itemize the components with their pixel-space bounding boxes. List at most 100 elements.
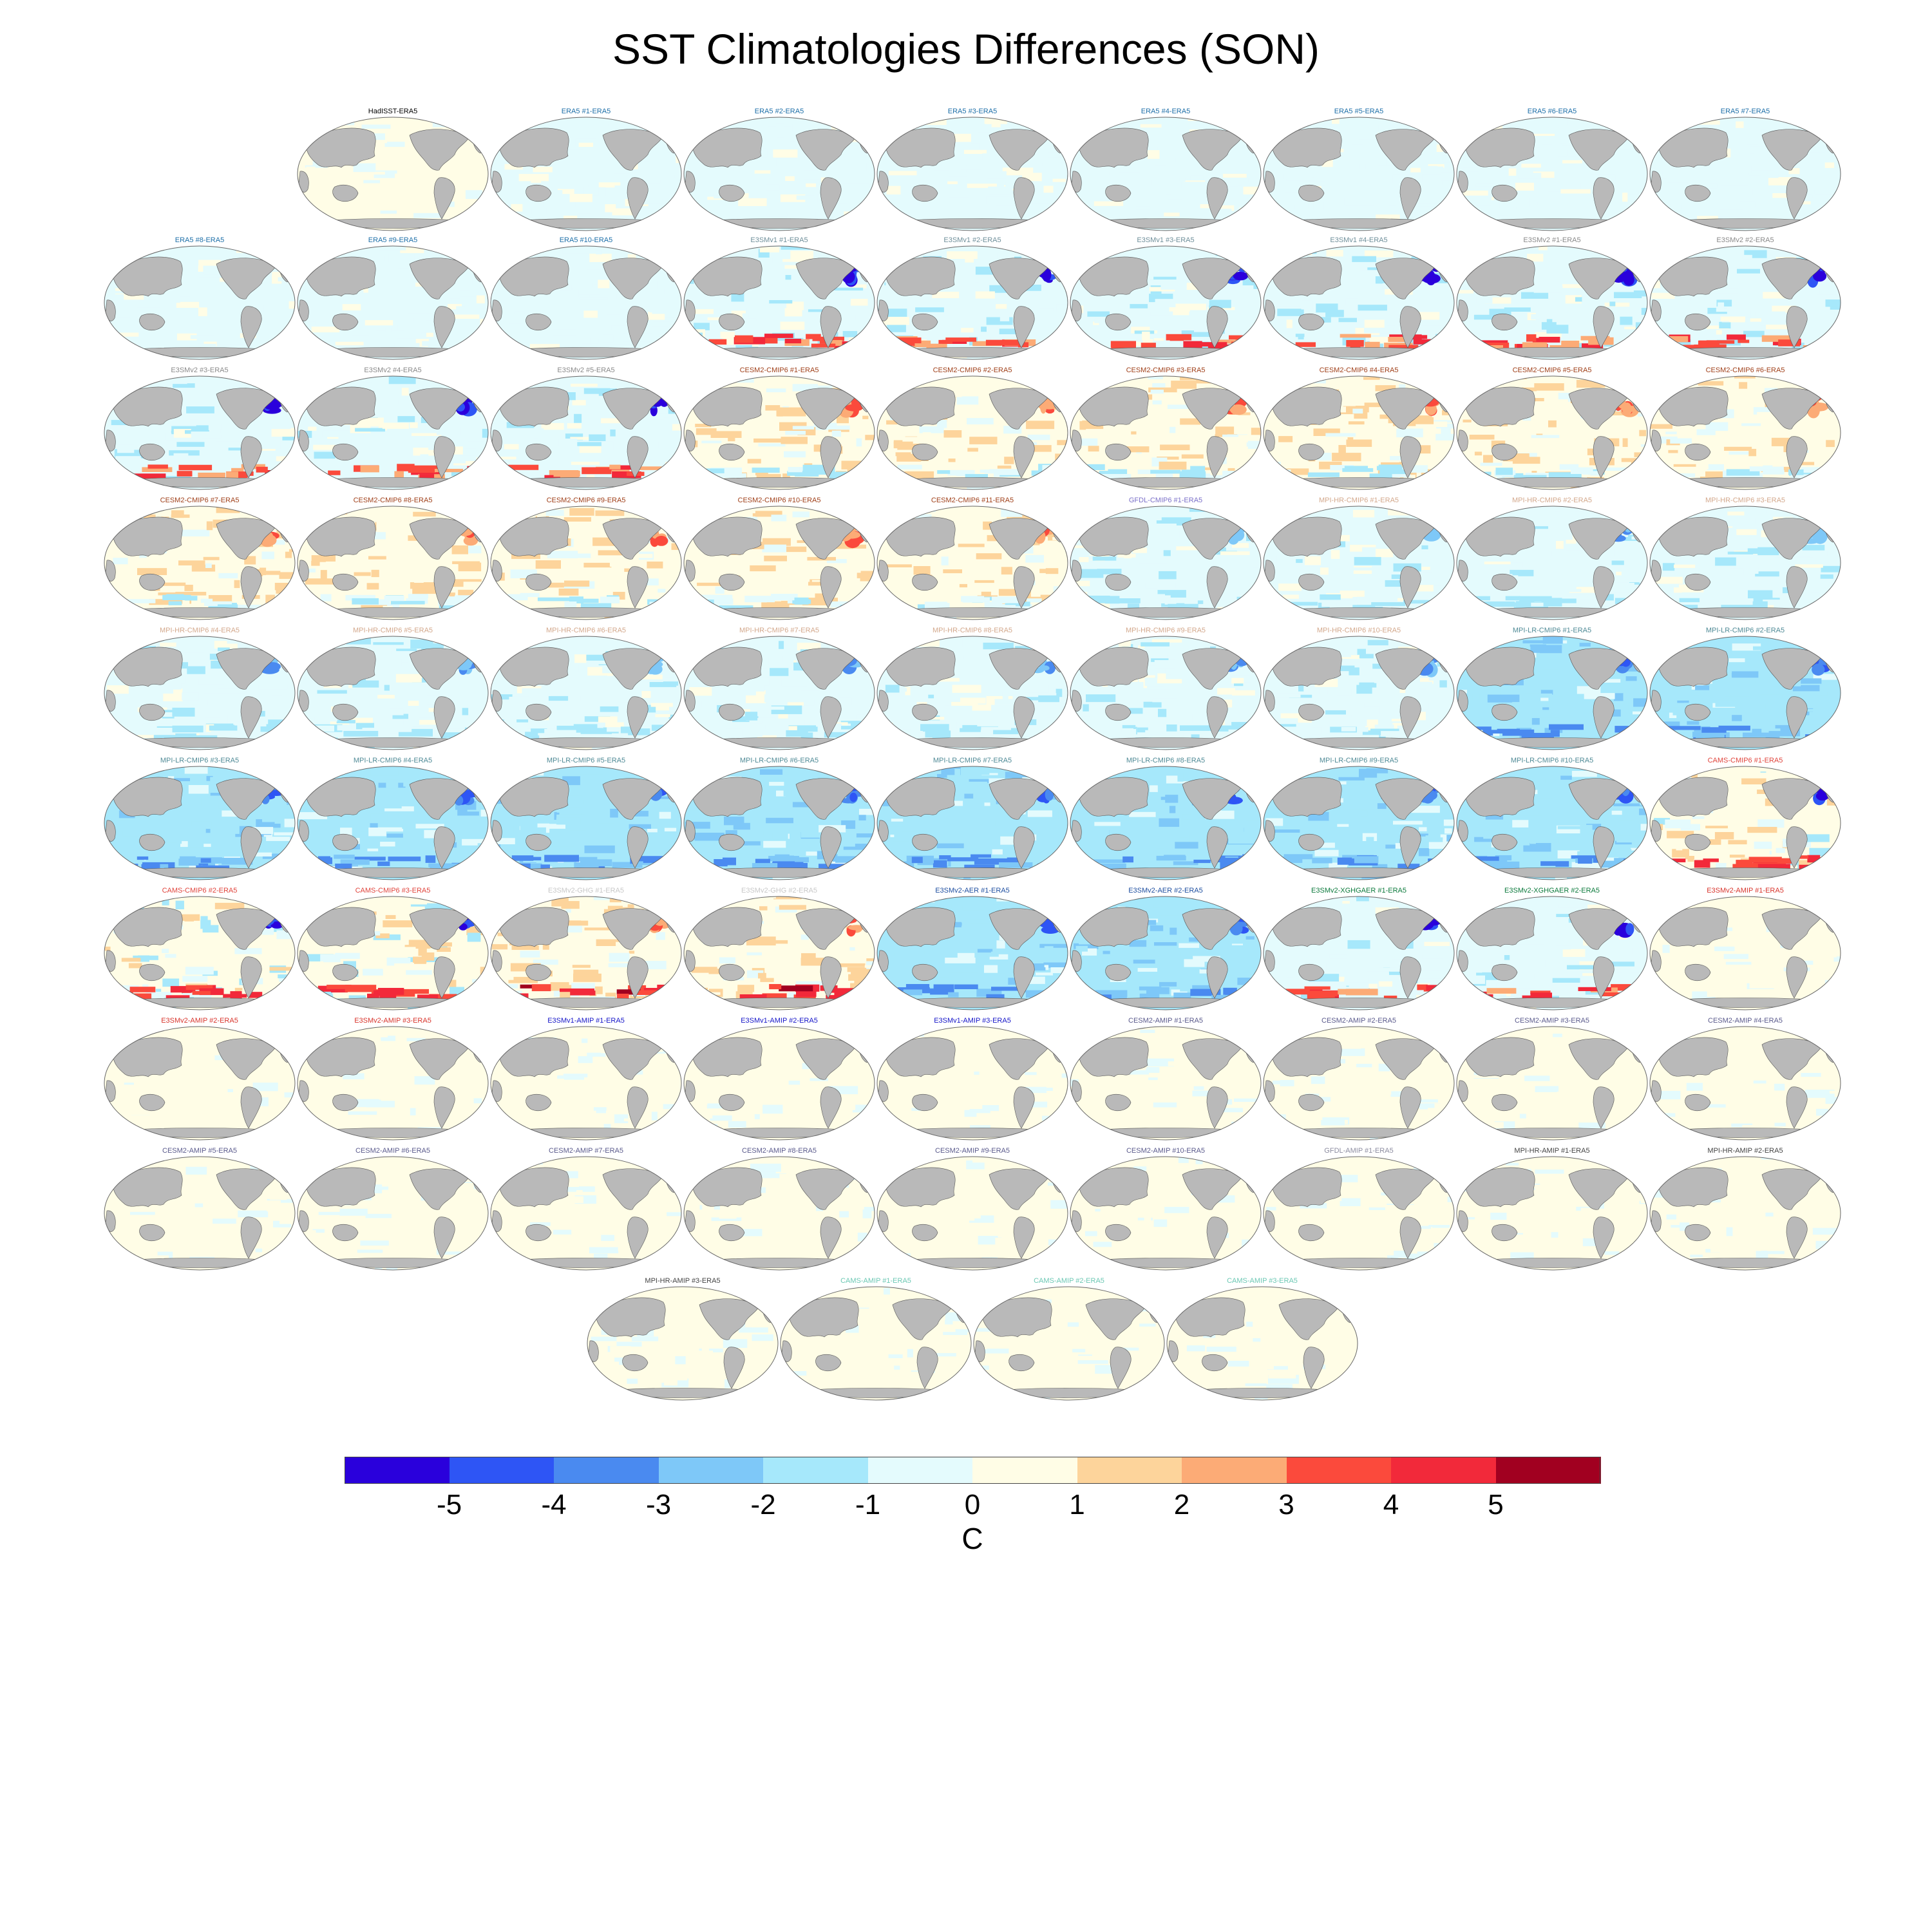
southern-ocean-anomaly [1561,341,1580,348]
anomaly-cell [366,583,379,590]
land-mass [1375,778,1435,820]
anomaly-cell [124,636,151,640]
anomaly-cell [1419,677,1434,684]
anomaly-cell [137,735,162,738]
anomaly-cell [140,558,166,565]
map-panel: ERA5 #10-ERA5 [489,236,683,371]
anomaly-cell [419,551,433,558]
anomaly-cell [1157,673,1166,679]
southern-ocean-anomaly [1623,734,1647,740]
anomaly-cell [306,166,316,173]
anomaly-cell [591,213,600,220]
southern-ocean-anomaly [752,863,778,870]
anomaly-cell [1443,866,1454,871]
southern-ocean-anomaly [1790,474,1810,482]
anomaly-cell [664,288,674,294]
southern-ocean-anomaly [719,596,733,603]
anomaly-cell [958,544,985,547]
southern-ocean-anomaly [1413,339,1446,345]
anomaly-cell [389,812,401,820]
land-mass [701,218,858,229]
southern-ocean-anomaly [425,855,436,863]
anomaly-cell [1544,274,1564,281]
anomaly-cell [1563,213,1582,217]
anomaly-cell [199,261,208,268]
southern-ocean-anomaly [455,595,471,600]
southern-ocean-anomaly [1372,864,1388,870]
map-border [1649,506,1841,620]
anomaly-cell [1204,734,1230,740]
southern-ocean-anomaly [1166,724,1177,732]
land-mass [894,737,1051,748]
anomaly-cell [1247,440,1261,450]
anomaly-cell [855,521,867,527]
anomaly-cell [1149,294,1173,299]
anomaly-cell [1641,249,1647,259]
anomaly-cell [684,347,697,355]
land-mass [627,306,649,348]
anomaly-cell [1739,382,1748,389]
land-mass [1399,566,1421,609]
anomaly-cell [784,308,802,317]
anomaly-cell [1192,714,1203,723]
sst-difference-map [104,766,296,880]
anomaly-cell [328,439,352,447]
anomaly-cell [1345,192,1359,195]
anomaly-cell [1516,205,1544,209]
anomaly-cell [520,592,540,597]
panel-title: MPI-HR-CMIP6 #9-ERA5 [1125,627,1206,634]
anomaly-cell [1021,743,1048,750]
anomaly-cell [860,350,873,355]
anomaly-cell [455,853,469,859]
anomaly-cell [1817,450,1841,456]
land-mass [305,256,376,297]
anomaly-cell [1737,269,1760,274]
land-mass [1593,696,1615,739]
anomaly-cell [1673,376,1698,384]
anomaly-cell [1565,550,1593,557]
anomaly-cell [1313,202,1324,211]
anomaly-cell [780,194,806,202]
anomaly-cell [305,161,328,168]
land-mass [1761,388,1822,430]
anomaly-cell [1580,315,1604,321]
anomaly-cell [396,334,423,339]
anomaly-cell [765,405,781,411]
anomaly-cell [1818,588,1833,594]
anomaly-cell [1048,255,1065,263]
southern-ocean-anomaly [590,728,603,733]
southern-ocean-anomaly [1000,603,1032,612]
anomaly-cell [1344,198,1375,206]
land-mass [139,444,166,460]
north-atlantic-anomaly [1622,402,1632,417]
anomaly-cell [1024,684,1049,693]
anomaly-cell [518,174,549,182]
anomaly-cell [128,612,147,619]
anomaly-cell [1716,330,1722,335]
southern-ocean-anomaly [198,472,225,478]
anomaly-cell [161,329,167,334]
land-mass [1399,826,1421,869]
anomaly-cell [382,422,409,429]
anomaly-cell [282,433,295,440]
sst-difference-map [876,117,1068,231]
southern-ocean-anomaly [272,470,284,478]
anomaly-cell [1814,277,1835,285]
southern-ocean-anomaly [168,601,182,605]
anomaly-cell [537,512,546,520]
anomaly-cell [1167,654,1195,659]
anomaly-cell [770,668,789,676]
southern-ocean-anomaly [384,595,404,601]
anomaly-cell [1463,419,1472,422]
southern-ocean-anomaly [784,339,802,344]
southern-ocean-anomaly [1235,858,1261,866]
anomaly-cell [861,480,875,488]
anomaly-cell [254,254,281,260]
panel-title: ERA5 #5-ERA5 [1334,108,1384,115]
anomaly-cell [947,639,963,647]
southern-ocean-anomaly [1428,858,1452,863]
anomaly-cell [1227,468,1235,471]
land-mass [602,518,663,560]
anomaly-cell [1679,598,1700,603]
anomaly-cell [1057,205,1068,209]
